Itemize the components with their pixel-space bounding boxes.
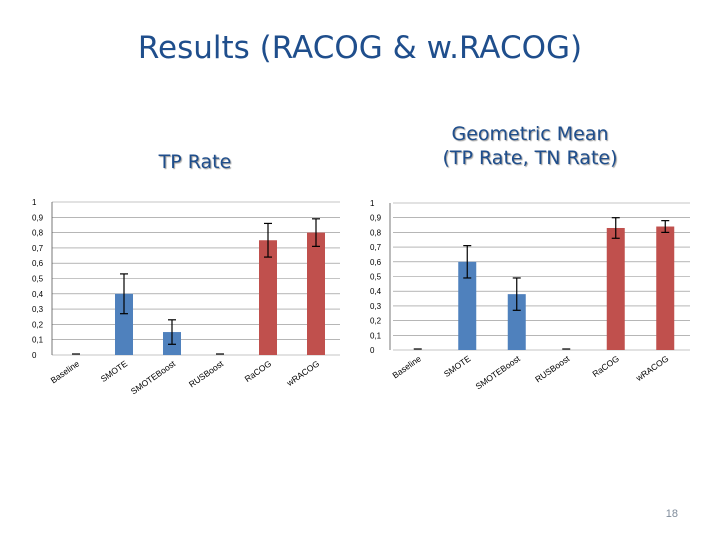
y-tick-label: 0,1	[32, 336, 44, 345]
y-tick-label: 0	[32, 351, 37, 360]
chart-title-line: Geometric Mean	[451, 123, 609, 145]
y-tick-label: 0,9	[370, 214, 382, 223]
x-tick-label: wRACOG	[633, 353, 670, 383]
y-tick-label: 0,3	[32, 305, 44, 314]
y-tick-label: 0,6	[370, 258, 382, 267]
y-tick-label: 0	[370, 346, 375, 355]
y-tick-label: 0,1	[370, 331, 382, 340]
chart-title-line: TP Rate	[158, 151, 232, 173]
y-tick-label: 0,2	[32, 320, 44, 329]
geometric-mean-chart: 0 0,1 0,2 0,3 0,4 0,5 0,6 0,7 0,8 0,9 1 Baseline SMO…	[370, 199, 690, 391]
bar-smote	[115, 293, 133, 355]
y-tick-label: 0,7	[32, 244, 44, 253]
y-tick-label: 0,9	[32, 213, 44, 222]
bar-racog	[259, 240, 277, 355]
chart-title-line: (TP Rate, TN Rate)	[442, 147, 618, 169]
y-tick-label: 0,5	[370, 273, 382, 282]
y-tick-label: 0,7	[370, 243, 382, 252]
x-tick-label: RaCOG	[590, 353, 621, 379]
y-tick-label: 0,3	[370, 302, 382, 311]
x-tick-label: SMOTEBoost	[474, 353, 523, 391]
page-number: 18	[665, 508, 678, 520]
y-tick-label: 1	[32, 198, 37, 207]
bar-smote	[458, 261, 477, 350]
slide-title: Results (RACOG & w.RACOG)	[137, 30, 583, 66]
bar-smoteboost	[507, 294, 526, 350]
bar-wracog	[656, 226, 675, 350]
bar-racog	[606, 227, 625, 350]
chart-title-geometric-mean: Geometric Mean (TP Rate, TN Rate)	[400, 122, 660, 170]
y-tick-label: 0,5	[32, 275, 44, 284]
y-tick-label: 0,4	[32, 290, 44, 299]
x-tick-label: SMOTE	[442, 353, 473, 379]
x-tick-label: Baseline	[390, 353, 423, 380]
chart-title-tp-rate: TP Rate	[105, 150, 285, 174]
y-tick-label: 0,6	[32, 259, 44, 268]
x-tick-label: RUSBoost	[533, 353, 572, 384]
y-tick-label: 0,4	[370, 287, 382, 296]
y-tick-label: 0,8	[370, 228, 382, 237]
y-tick-label: 1	[370, 199, 375, 208]
bar-wracog	[307, 232, 325, 355]
y-tick-label: 0,8	[32, 229, 44, 238]
y-tick-label: 0,2	[370, 317, 382, 326]
